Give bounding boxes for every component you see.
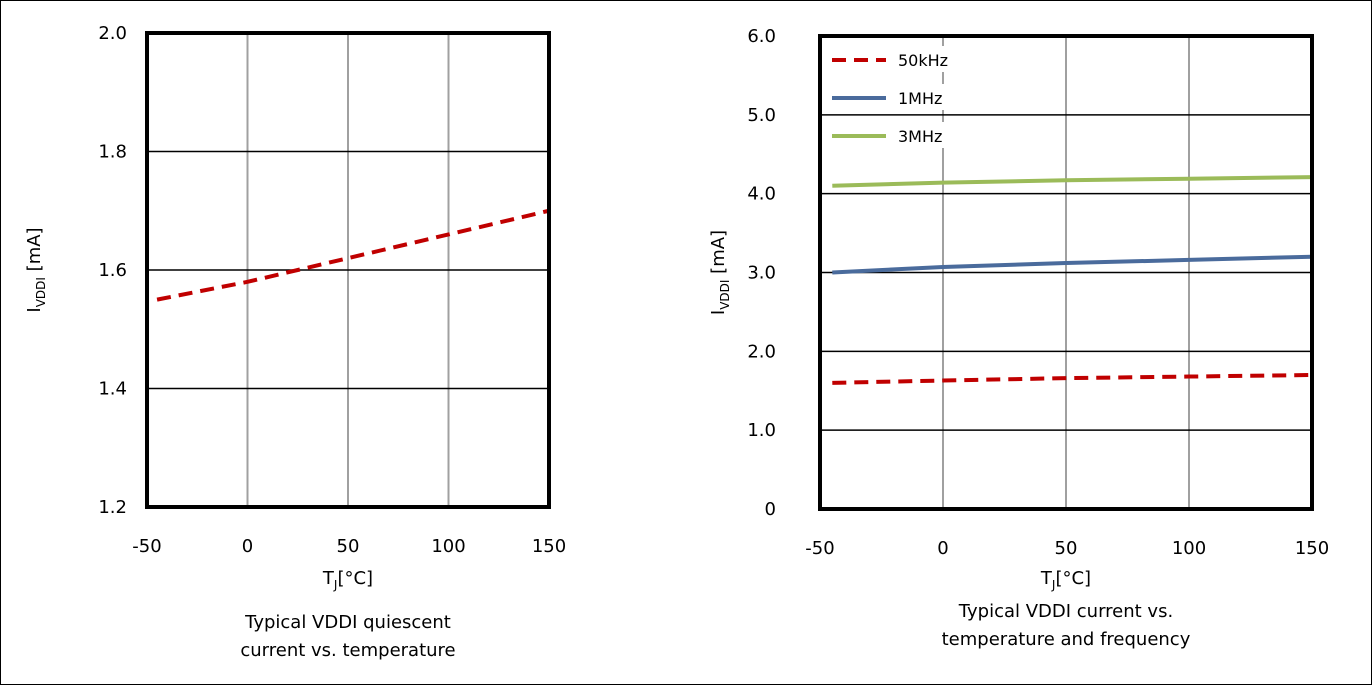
legend-label: 50kHz (898, 51, 948, 70)
x-tick-label: -50 (805, 538, 834, 559)
legend-label: 3MHz (898, 127, 942, 146)
left-grid (147, 33, 549, 507)
y-tick-label: 6.0 (747, 26, 776, 47)
y-tick-label: 1.2 (98, 497, 127, 518)
y-tick-label: 1.0 (747, 420, 776, 441)
legend-label: 1MHz (898, 89, 942, 108)
legend-entry-bg (828, 46, 958, 72)
x-tick-label: 150 (1295, 538, 1329, 559)
right-series-1mhz (832, 254, 1313, 275)
right-series-3mhz (832, 175, 1313, 188)
x-tick-label: 150 (532, 536, 566, 557)
chart-vddi-frequency: 0 1.0 2.0 3.0 4.0 5.0 6.0 -50 0 50 100 150 TJ[°C] IVD… (708, 26, 1329, 650)
x-tick-label: 50 (1055, 538, 1078, 559)
x-tick-label: -50 (132, 536, 161, 557)
right-caption-line: temperature and frequency (942, 629, 1191, 650)
y-tick-label: 4.0 (747, 184, 776, 205)
right-grid (820, 36, 1312, 509)
right-series-50khz (832, 372, 1313, 385)
x-tick-label: 0 (242, 536, 253, 557)
x-tick-label: 100 (1172, 538, 1206, 559)
y-tick-label: 5.0 (747, 105, 776, 126)
y-tick-label: 2.0 (98, 23, 127, 44)
left-plot-border (145, 31, 551, 509)
left-x-axis-title: TJ[°C] (322, 568, 373, 592)
right-y-axis-title: IVDDI [mA] (708, 230, 732, 315)
y-tick-label: 2.0 (747, 341, 776, 362)
y-tick-label: 1.8 (98, 142, 127, 163)
right-plot-border (818, 34, 1314, 511)
y-tick-label: 3.0 (747, 263, 776, 284)
y-tick-label: 1.4 (98, 379, 127, 400)
chart-vddi-quiescent: 1.2 1.4 1.6 1.8 2.0 -50 0 50 100 150 TJ[°C] IVDDI [… (24, 23, 566, 661)
left-caption-line: Typical VDDI quiescent (244, 612, 451, 633)
x-tick-label: 50 (337, 536, 360, 557)
left-y-axis-title: IVDDI [mA] (24, 227, 48, 312)
right-legend: 50kHz 1MHz 3MHz (828, 46, 958, 148)
right-caption-line: Typical VDDI current vs. (958, 601, 1173, 622)
left-series-line (156, 208, 550, 302)
right-x-axis-title: TJ[°C] (1040, 568, 1091, 592)
y-tick-label: 1.6 (98, 260, 127, 281)
x-tick-label: 100 (431, 536, 465, 557)
left-caption-line: current vs. temperature (240, 640, 455, 661)
x-tick-label: 0 (937, 538, 948, 559)
y-tick-label: 0 (765, 499, 776, 520)
